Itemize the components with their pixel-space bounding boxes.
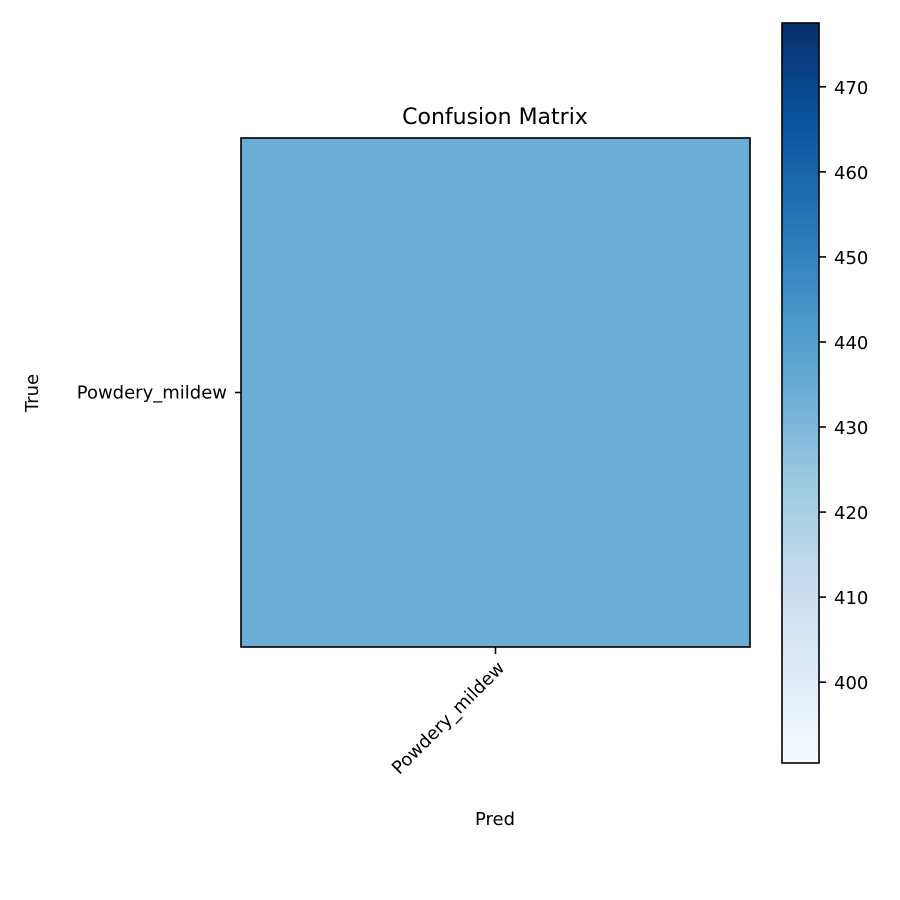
colorbar-tick-label: 430 [834, 418, 868, 439]
colorbar-tick-label: 440 [834, 333, 868, 354]
x-axis-label: Pred [475, 809, 515, 830]
x-axis-ticks: Powdery_mildew [388, 647, 509, 779]
colorbar-tick-label: 410 [834, 588, 868, 609]
colorbar-tick-label: 400 [834, 673, 868, 694]
colorbar-tick-label: 460 [834, 163, 868, 184]
colorbar-tick-label: 450 [834, 248, 868, 269]
chart-title: Confusion Matrix [402, 105, 588, 130]
heatmap-cell [241, 138, 750, 647]
colorbar-tick-label: 470 [834, 78, 868, 99]
x-tick-label: Powdery_mildew [388, 658, 509, 779]
y-axis-ticks: Powdery_mildew [77, 383, 241, 404]
y-tick-label: Powdery_mildew [77, 383, 227, 404]
heatmap-cells [241, 138, 750, 647]
colorbar-tick-label: 420 [834, 503, 868, 524]
y-axis-label: True [22, 374, 43, 413]
colorbar [781, 22, 820, 764]
colorbar-ticks: 400 410 420 430 440 450 460 470 [819, 78, 868, 694]
